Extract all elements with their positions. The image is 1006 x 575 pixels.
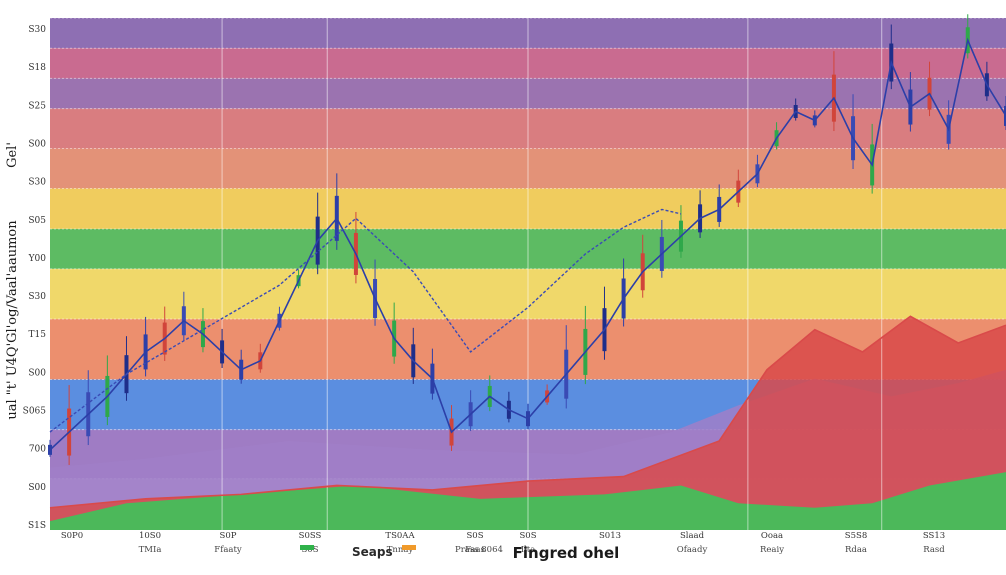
legend-swatch-green (300, 545, 314, 550)
x-tick-labels: S0P0 10S0 TMIa S0P Ffaaty S0SS S0S TS0AA Tnnay S0… (61, 531, 945, 555)
series-line-trend (49, 208, 682, 433)
y-tick-label: S00 (28, 139, 46, 149)
x-tick-label: S0P0 (61, 531, 83, 541)
x-tick-sublabel: Ffaaty (214, 545, 242, 555)
x-tick-label: Slaad (680, 531, 705, 541)
y-tick-label: S30 (28, 178, 46, 188)
x-tick-sublabel: Rasd (923, 545, 945, 555)
y-axis-label: ual "t' U4Q'Gl'og/Vaal'aaumon (5, 220, 20, 420)
y-tick-label: S18 (28, 63, 46, 73)
y-tick-label: T15 (29, 330, 47, 340)
x-tick-label: S013 (599, 531, 621, 541)
x-tick-sublabel: Faas (465, 545, 485, 555)
series-line-price (49, 37, 1006, 451)
y-tick-label: S065 (23, 407, 47, 417)
x-tick-sublabel: TMIa (139, 545, 162, 555)
y-tick-label: 700 (29, 445, 46, 455)
legend-swatch-orange (402, 545, 416, 550)
x-tick-sublabel: Tnnay (387, 545, 414, 555)
x-tick-sublabel: Ofaady (677, 545, 708, 555)
x-tick-label: TS0AA (385, 531, 415, 541)
y-tick-label: S05 (28, 216, 46, 226)
series-line-band (49, 315, 1006, 509)
y-tick-label: S00 (28, 483, 46, 493)
x-tick-sublabel: Reaiy (760, 545, 784, 555)
y-tick-label: S25 (28, 101, 46, 111)
y-axis-label-top: Gel' (5, 142, 20, 168)
x-tick-label: Ooaa (761, 531, 783, 541)
x-tick-label: S0S (466, 531, 483, 541)
legend: Seaps Prass 8064 (300, 545, 503, 559)
legend-label-prass: Prass 8064 (455, 545, 503, 555)
x-tick-label: S0SS (299, 531, 322, 541)
legend-label-seaps: Seaps (352, 545, 393, 559)
x-tick-label: SS13 (923, 531, 945, 541)
x-tick-label: S0S (519, 531, 536, 541)
y-tick-label: S1S (28, 521, 46, 531)
y-tick-label: S00 (28, 368, 46, 378)
x-tick-label: 10S0 (139, 531, 161, 541)
y-tick-labels: S30 S18 S25 S00 S30 S05 Y00 S30 T15 S00 S065 700 S00… (23, 25, 47, 531)
y-tick-label: S30 (28, 25, 46, 35)
x-axis-label: Fingred ohel (513, 544, 620, 562)
x-tick-sublabel: Rdaa (845, 545, 867, 555)
y-tick-label: S30 (28, 292, 46, 302)
series-lines (49, 37, 1006, 509)
y-tick-label: Y00 (28, 254, 47, 264)
vertical-gridlines (221, 18, 883, 530)
x-tick-label: S5S8 (845, 531, 867, 541)
x-tick-label: S0P (220, 531, 237, 541)
candle-50 (1004, 105, 1006, 126)
x-tick-sublabel: Ilta (521, 545, 536, 555)
